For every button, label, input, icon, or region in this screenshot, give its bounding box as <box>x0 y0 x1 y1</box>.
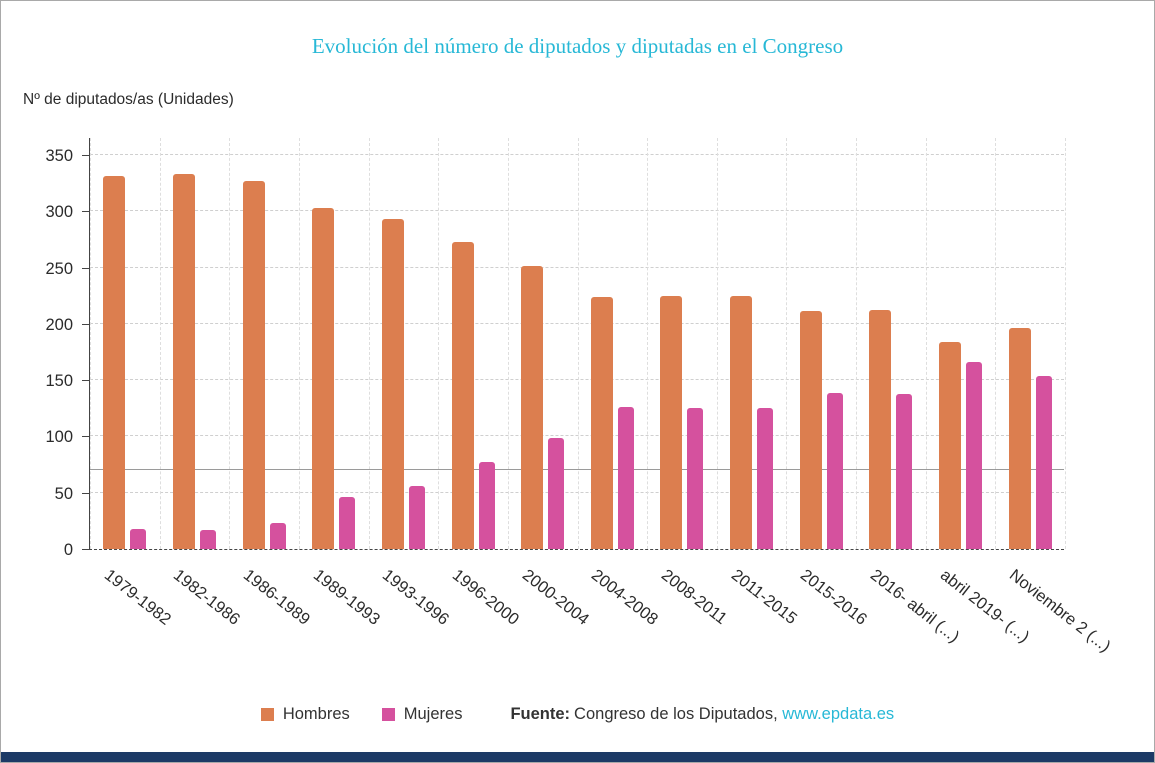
y-tick-label: 150 <box>45 372 73 391</box>
bar-hombres[interactable] <box>312 207 335 549</box>
bar-mujeres[interactable] <box>548 437 565 549</box>
y-tick-label: 50 <box>54 484 73 503</box>
x-axis-label: 2008-2011 <box>657 566 731 629</box>
x-axis-label: 1993-1996 <box>379 566 453 629</box>
y-gridline <box>90 435 1064 437</box>
bar-mujeres[interactable] <box>408 485 425 549</box>
plot-area <box>89 138 1066 550</box>
epdata-link[interactable]: www.epdata.es <box>782 705 895 723</box>
y-tick-label: 250 <box>45 259 73 278</box>
source-text: Congreso de los Diputados, <box>574 705 778 723</box>
y-axis: 0 50 100 150 200 250 300 350 <box>19 138 89 559</box>
hombres-swatch-icon <box>260 708 274 721</box>
bar-mujeres[interactable] <box>687 408 704 549</box>
legend-label-hombres: Hombres <box>282 705 350 723</box>
y-gridline <box>90 154 1064 155</box>
x-gridline <box>577 138 579 549</box>
bar-hombres[interactable] <box>590 296 613 549</box>
legend-item-mujeres[interactable]: Mujeres <box>381 705 463 724</box>
x-gridline <box>716 138 718 549</box>
bar-mujeres[interactable] <box>896 393 913 549</box>
x-gridline <box>995 138 997 549</box>
bar-hombres[interactable] <box>1008 328 1031 549</box>
legend-item-hombres[interactable]: Hombres <box>260 705 350 724</box>
x-axis-label: 1986-1989 <box>240 566 314 629</box>
y-tick-label: 200 <box>45 315 73 334</box>
chart-title: Evolución del número de diputados y dipu… <box>311 34 844 58</box>
legend-label-mujeres: Mujeres <box>403 705 463 723</box>
bar-mujeres[interactable] <box>130 528 147 549</box>
bar-hombres[interactable] <box>939 341 962 549</box>
bar-hombres[interactable] <box>381 219 404 549</box>
y-tick-mark <box>82 549 89 550</box>
x-axis-label: 2011-2015 <box>727 566 800 629</box>
bottom-navy-bar <box>1 752 1154 762</box>
bar-mujeres[interactable] <box>478 462 495 549</box>
x-gridline <box>1065 138 1066 549</box>
x-gridline <box>438 138 440 549</box>
x-gridline <box>856 138 858 549</box>
bar-mujeres[interactable] <box>966 362 983 549</box>
x-axis-label: 1996-2000 <box>448 566 523 629</box>
bar-hombres[interactable] <box>521 266 544 549</box>
y-tick-mark <box>82 323 89 325</box>
y-tick-mark <box>82 380 89 382</box>
y-tick-label: 100 <box>45 428 73 447</box>
bar-mujeres[interactable] <box>339 497 356 549</box>
bar-hombres[interactable] <box>451 241 474 549</box>
bar-hombres[interactable] <box>103 176 126 549</box>
y-tick-mark <box>82 267 89 269</box>
y-gridline <box>90 210 1064 212</box>
bar-mujeres[interactable] <box>757 408 774 549</box>
x-axis-label: 2015-2016 <box>797 566 871 629</box>
y-tick-mark <box>82 492 89 494</box>
bar-hombres[interactable] <box>730 295 753 549</box>
reference-line <box>90 469 1064 471</box>
y-gridline <box>90 266 1064 268</box>
bar-hombres[interactable] <box>799 311 822 549</box>
bar-hombres[interactable] <box>869 310 892 549</box>
x-axis-label: 1979-1982 <box>100 566 175 629</box>
legend: Hombres Mujeres Fuente: Congreso de los D… <box>1 705 1154 724</box>
x-gridline <box>229 138 231 549</box>
y-tick-mark <box>82 436 89 438</box>
source-note: Fuente: Congreso de los Diputados, www.ep… <box>510 705 894 724</box>
bar-hombres[interactable] <box>172 174 195 549</box>
y-gridline <box>90 491 1064 493</box>
x-gridline <box>90 138 91 549</box>
y-gridline <box>90 322 1064 324</box>
x-axis-label: 1989-1993 <box>309 566 383 629</box>
bar-mujeres[interactable] <box>826 392 843 549</box>
x-gridline <box>647 138 649 549</box>
bar-mujeres[interactable] <box>199 529 216 549</box>
bar-hombres[interactable] <box>660 295 683 549</box>
source-label: Fuente: <box>510 705 571 723</box>
x-gridline <box>786 138 788 549</box>
mujeres-swatch-icon <box>381 708 395 721</box>
x-gridline <box>925 138 927 549</box>
y-tick-label: 0 <box>63 541 73 559</box>
bar-mujeres[interactable] <box>617 407 634 549</box>
x-axis-label: 2004-2008 <box>588 566 662 629</box>
x-gridline <box>368 138 370 549</box>
y-tick-label: 300 <box>45 203 73 222</box>
x-gridline <box>507 138 509 549</box>
bar-hombres[interactable] <box>242 180 265 549</box>
y-axis-unit-label: Nº de diputados/as (Unidades) <box>23 91 234 108</box>
x-axis-labels: 1979-1982 1982-1986 1986-1989 1989-1993 1993… <box>89 557 1129 687</box>
y-gridline <box>90 379 1064 381</box>
x-axis-label: 2000-2004 <box>518 566 592 629</box>
bar-mujeres[interactable] <box>269 523 286 549</box>
x-gridline <box>159 138 161 549</box>
x-axis-label: 1982-1986 <box>170 566 244 629</box>
y-tick-mark <box>82 155 89 156</box>
x-gridline <box>298 138 300 549</box>
bar-mujeres[interactable] <box>1035 375 1052 549</box>
y-tick-mark <box>82 211 89 213</box>
y-tick-label: 350 <box>45 147 73 165</box>
